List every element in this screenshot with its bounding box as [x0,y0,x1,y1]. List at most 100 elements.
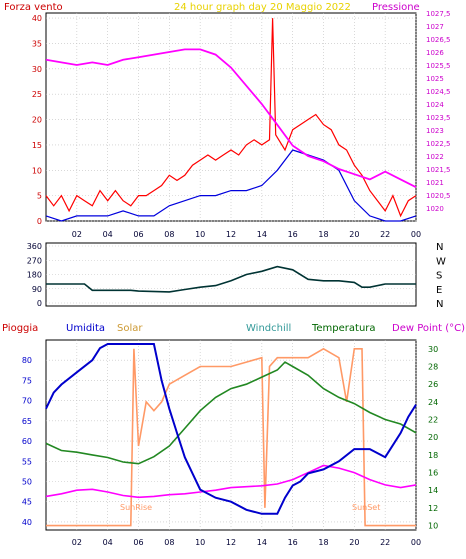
direction-series-line-0 [46,265,416,293]
windchill-label: Windchill [246,323,291,334]
wind-speed-label: Forza vento [4,2,63,13]
wind-series-line-1 [45,149,417,222]
humidity-y-tick-label: 60 [22,437,32,446]
pressure-y-tick-label: 1020 [426,205,444,213]
temperature-y-tick-label: 28 [428,363,438,372]
humidity-y-tick-label: 65 [22,417,32,426]
wind-y-tick-label: 0 [37,217,42,226]
temperature-y-tick-label: 26 [428,380,438,389]
temperature-label: Temperatura [311,323,376,334]
wind-series-line-0 [45,18,417,218]
rain-label: Pioggia [2,323,38,334]
sunrise-annotation: SunRise [120,503,152,512]
wind-x-tick-label: 12 [226,230,236,239]
pressure-y-tick-label: 1022,5 [426,140,451,148]
pressure-y-tick-label: 1022 [426,153,444,161]
solar-label: Solar [117,323,143,334]
direction-y-tick-label: 360 [27,242,42,251]
direction-y-tick-label: 180 [27,271,42,280]
sunset-annotation: SunSet [352,503,380,512]
climate-series-line-dew-point [45,464,417,499]
pressure-y-tick-label: 1023 [426,127,444,135]
wind-y-tick-label: 15 [32,141,42,150]
temp-x-tick-label: 12 [226,538,236,547]
wind-x-tick-label: 04 [103,230,113,239]
pressure-y-tick-label: 1021,5 [426,166,451,174]
climate-series-line-umidita [45,343,417,515]
temp-x-tick-label: 16 [288,538,298,547]
humidity-y-tick-label: 40 [22,518,32,527]
temp-x-tick-label: 14 [257,538,267,547]
temperature-y-tick-label: 18 [428,451,438,460]
chart-marks-layer: 051015202530354010201020,510211021,51022… [22,10,451,547]
temp-x-tick-label: 20 [349,538,359,547]
wind-x-tick-label: 10 [195,230,205,239]
temperature-y-tick-label: 12 [428,504,438,513]
pressure-y-tick-label: 1025 [426,75,444,83]
pressure-y-tick-label: 1027,5 [426,10,451,18]
temperature-y-tick-label: 10 [428,522,438,531]
temp-x-tick-label: 00 [411,538,421,547]
temp-x-tick-label: 10 [195,538,205,547]
humidity-label: Umidita [66,323,105,334]
pressure-y-tick-label: 1020,5 [426,192,451,200]
direction-compass-label: S [436,271,442,282]
pressure-y-tick-label: 1024 [426,101,444,109]
pressure-y-tick-label: 1026 [426,49,444,57]
direction-y-tick-label: 90 [32,285,42,294]
pressure-y-tick-label: 1021 [426,179,444,187]
direction-compass-label: N [436,299,443,310]
wind-x-tick-label: 18 [318,230,328,239]
wind-y-tick-label: 40 [32,14,42,23]
wind-series-line-2 [45,48,417,189]
direction-compass-label: E [436,285,442,296]
humidity-y-tick-label: 70 [22,397,32,406]
wind-y-tick-label: 25 [32,90,42,99]
wind-y-tick-label: 5 [37,192,42,201]
pressure-y-tick-label: 1025,5 [426,62,451,70]
pressure-y-tick-label: 1026,5 [426,36,451,44]
wind-x-tick-label: 14 [257,230,267,239]
temperature-y-tick-label: 20 [428,433,438,442]
temperature-y-tick-label: 24 [428,398,438,407]
pressure-y-tick-label: 1023,5 [426,114,451,122]
dewpoint-label: Dew Point (°C) [392,323,465,334]
temperature-y-tick-label: 16 [428,469,438,478]
pressure-y-tick-label: 1024,5 [426,88,451,96]
temp-x-tick-label: 08 [164,538,174,547]
pressure-y-tick-label: 1027 [426,23,444,31]
humidity-y-tick-label: 50 [22,477,32,486]
temperature-y-tick-label: 14 [428,486,438,495]
climate-series-line-temperatura [45,361,417,465]
humidity-y-tick-label: 55 [22,457,32,466]
wind-y-tick-label: 20 [32,116,42,125]
temp-x-tick-label: 06 [133,538,143,547]
temp-x-tick-label: 04 [103,538,113,547]
wind-x-tick-label: 16 [288,230,298,239]
climate-series-line-solar [46,347,416,527]
direction-y-tick-label: 270 [27,256,42,265]
wind-y-tick-label: 35 [32,39,42,48]
wind-x-tick-label: 02 [72,230,82,239]
wind-x-tick-label: 08 [164,230,174,239]
wind-pressure-plot-area [45,12,417,222]
wind-y-tick-label: 30 [32,65,42,74]
direction-compass-label: W [436,256,446,267]
wind-x-tick-label: 06 [133,230,143,239]
pressure-label: Pressione [372,2,420,13]
humidity-y-tick-label: 80 [22,356,32,365]
direction-y-tick-label: 0 [37,299,42,308]
wind-direction-plot-area [45,242,417,307]
humidity-y-tick-label: 45 [22,498,32,507]
humidity-y-tick-label: 75 [22,376,32,385]
chart-title: 24 hour graph day 20 Maggio 2022 [174,2,351,13]
temperature-y-tick-label: 22 [428,416,438,425]
direction-compass-label: N [436,242,443,253]
temp-x-tick-label: 02 [72,538,82,547]
wind-x-tick-label: 00 [411,230,421,239]
wind-x-tick-label: 22 [380,230,390,239]
wind-x-tick-label: 20 [349,230,359,239]
temp-humidity-plot-area [45,339,417,531]
